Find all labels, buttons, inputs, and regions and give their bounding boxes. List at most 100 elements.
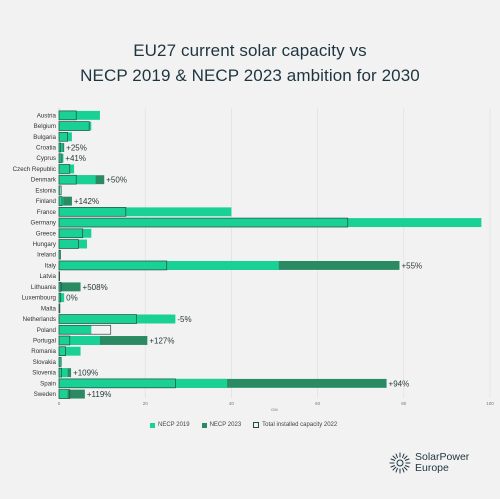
bar-installed-2022 — [58, 217, 349, 228]
bar-necp2019 — [59, 185, 61, 195]
category-label: Bulgaria — [33, 134, 56, 141]
data-label: -5% — [177, 315, 191, 324]
bar-necp2019 — [59, 346, 81, 356]
bar-necp2019 — [59, 389, 68, 399]
category-label: Austria — [37, 112, 57, 119]
bar-necp2023 — [59, 336, 148, 345]
bar-necp2019 — [59, 260, 279, 270]
bar-installed-2022 — [58, 335, 71, 346]
bar-necp2023 — [59, 196, 72, 206]
bar-installed-2022 — [58, 164, 71, 174]
bar-necp2019 — [59, 368, 68, 378]
bar-installed-2022 — [58, 292, 62, 303]
x-tick-label: 100 — [486, 401, 494, 406]
bar-necp2019 — [59, 303, 60, 313]
legend-item-necp2023: NECP 2023 — [201, 422, 242, 428]
bar-necp2019 — [59, 228, 92, 238]
bar-necp2019 — [59, 325, 92, 335]
bar-necp2019 — [59, 357, 62, 367]
category-label: Hungary — [33, 241, 57, 248]
category-label: Latvia — [39, 273, 56, 280]
x-tick-label: 20 — [143, 401, 149, 406]
category-label: Cyprus — [36, 155, 56, 162]
category-label: France — [37, 209, 57, 216]
bar-installed-2022 — [58, 153, 62, 164]
data-label: +94% — [389, 379, 410, 388]
bar-necp2019 — [59, 207, 232, 217]
bar-necp2019 — [59, 121, 92, 131]
bar-necp2019 — [59, 175, 96, 185]
bar-necp2019 — [59, 250, 61, 260]
data-label: 0% — [66, 294, 78, 303]
bar-installed-2022 — [58, 282, 62, 292]
x-tick-label: 40 — [229, 401, 235, 406]
bar-installed-2022 — [58, 110, 77, 121]
category-label: Croatia — [36, 145, 57, 152]
category-label: Romania — [31, 348, 56, 355]
data-label: +50% — [106, 176, 127, 185]
legend-swatch-necp2023 — [201, 422, 207, 428]
bar-installed-2022 — [58, 249, 61, 260]
category-label: Italy — [45, 262, 57, 269]
bar-necp2023 — [59, 389, 85, 399]
category-label: Slovenia — [32, 370, 56, 377]
bar-necp2019 — [59, 164, 75, 174]
category-label: Estonia — [35, 187, 56, 194]
bar-installed-2022 — [58, 196, 63, 206]
x-tick-label: 0 — [58, 401, 61, 406]
bar-necp2019 — [59, 239, 88, 249]
bar-installed-2022 — [58, 174, 77, 185]
category-label: Netherlands — [23, 316, 56, 323]
bar-installed-2022 — [58, 185, 62, 196]
legend-label-necp2023: NECP 2023 — [209, 422, 242, 428]
x-tick-label: 80 — [401, 401, 407, 406]
bar-installed-2022 — [58, 346, 66, 357]
category-label: Finland — [36, 198, 57, 205]
bar-installed-2022 — [58, 239, 79, 249]
category-label: Ireland — [37, 252, 56, 259]
legend-swatch-necp2019 — [150, 422, 155, 428]
bar-installed-2022 — [58, 121, 90, 131]
x-axis-label: GW — [271, 407, 278, 412]
category-label: Germany — [31, 220, 57, 227]
bar-installed-2022 — [58, 324, 112, 335]
legend-item-installed: Total installed capacity 2022 — [253, 422, 337, 428]
chart-title-line-2: NECP 2019 & NECP 2023 ambition for 2030 — [80, 66, 420, 85]
bar-installed-2022 — [58, 367, 62, 378]
bar-installed-2022 — [58, 207, 127, 217]
brand-line-2: Europe — [415, 462, 449, 474]
category-label: Portugal — [33, 337, 56, 344]
legend-item-necp2019: NECP 2019 — [150, 422, 190, 428]
bar-installed-2022 — [58, 228, 84, 239]
category-label: Luxembourg — [22, 295, 57, 302]
chart-title-line-1: EU27 current solar capacity vs — [133, 41, 367, 60]
chart-legend: NECP 2019 NECP 2023 Total installed capa… — [150, 422, 337, 428]
category-label: Spain — [40, 380, 56, 387]
sun-logo-icon — [389, 452, 411, 474]
category-label: Czech Republic — [13, 166, 56, 173]
data-label: +127% — [149, 336, 174, 345]
category-label: Greece — [36, 230, 57, 237]
legend-label-installed: Total installed capacity 2022 — [262, 422, 338, 428]
bar-necp2023 — [59, 282, 81, 292]
data-label: +41% — [65, 154, 86, 163]
bar-installed-2022 — [58, 131, 68, 142]
bar-necp2019 — [59, 153, 63, 163]
bar-necp2019 — [59, 378, 228, 388]
bar-installed-2022 — [58, 271, 60, 281]
data-label: +119% — [87, 390, 112, 399]
x-tick-label: 60 — [315, 401, 321, 406]
legend-label-necp2019: NECP 2019 — [158, 422, 190, 428]
bar-necp2019 — [59, 314, 176, 324]
data-label: +508% — [83, 283, 108, 292]
data-label: +55% — [401, 261, 422, 270]
bar-installed-2022 — [58, 389, 71, 399]
data-label: +109% — [73, 369, 98, 378]
bar-necp2019 — [59, 293, 65, 303]
bar-installed-2022 — [58, 303, 61, 314]
data-label: +25% — [66, 144, 87, 153]
bar-installed-2022 — [58, 378, 176, 389]
bar-necp2019 — [59, 282, 60, 292]
bar-necp2019 — [59, 336, 100, 345]
